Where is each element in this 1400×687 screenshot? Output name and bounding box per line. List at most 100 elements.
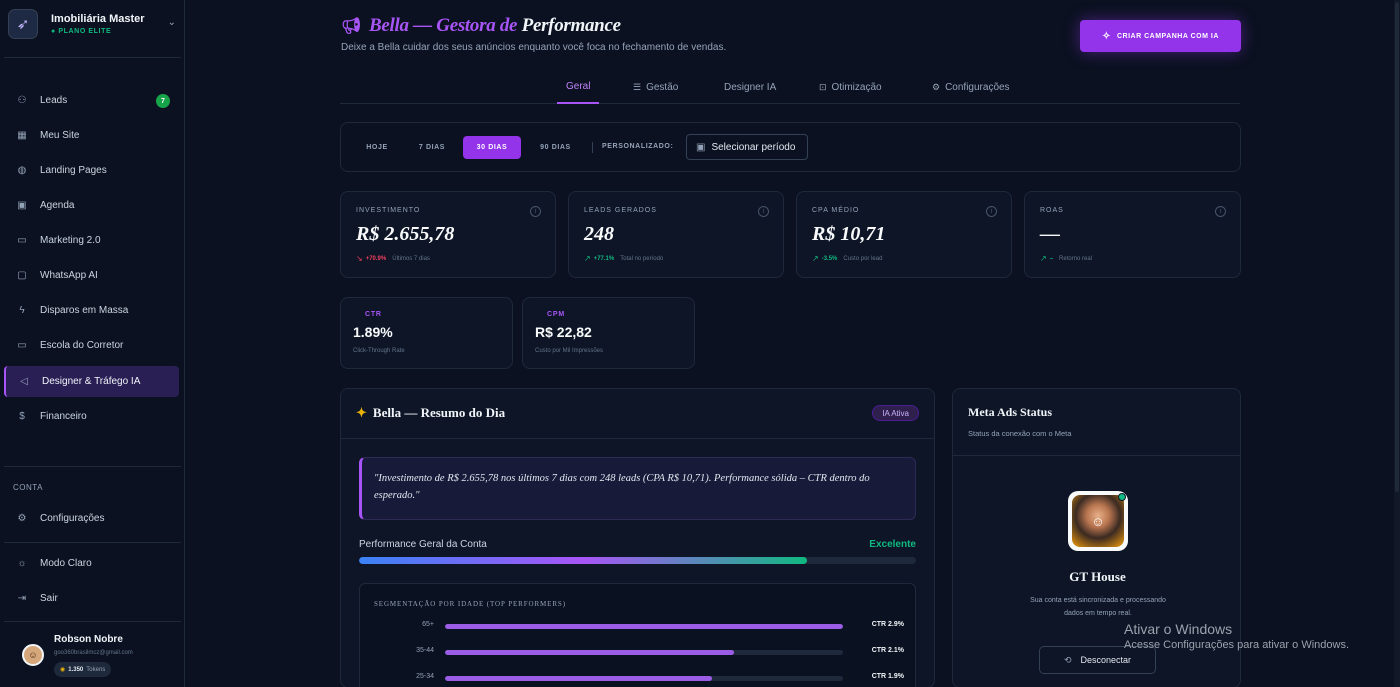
kpi-footer: ↘ +70.9% Últimos 7 dias — [356, 254, 430, 263]
period-hoje-button[interactable]: HOJE — [366, 144, 388, 151]
sidebar-item-designer-trafego[interactable]: ◁ Designer & Tráfego IA — [4, 366, 179, 397]
scrollbar-thumb[interactable] — [1395, 2, 1399, 492]
sidebar-item-disparos[interactable]: ϟ Disparos em Massa — [4, 295, 179, 326]
watermark-line2: Acesse Configurações para ativar o Windo… — [1124, 639, 1349, 651]
sidebar: ➶ Imobiliária Master ● PLANO ELITE ⌄ ⚇ L… — [0, 0, 185, 687]
tab-designer-ia[interactable]: Designer IA — [724, 70, 776, 104]
sidebar-item-label: Financeiro — [40, 411, 87, 422]
user-name: Robson Nobre — [54, 634, 123, 645]
tab-label: Designer IA — [724, 81, 777, 93]
performance-bar — [359, 557, 916, 564]
section-label-conta: CONTA — [13, 483, 43, 492]
divider — [4, 466, 181, 467]
brand-name: Imobiliária Master — [51, 13, 145, 25]
sidebar-item-financeiro[interactable]: $ Financeiro — [4, 401, 179, 432]
ai-summary-quote: "Investimento de R$ 2.655,78 nos últimos… — [359, 457, 916, 520]
period-filter: HOJE 7 DIAS 30 DIAS 90 DIAS PERSONALIZAD… — [340, 122, 1241, 172]
gear-icon: ⚙ — [932, 81, 941, 92]
sidebar-item-label: Landing Pages — [40, 165, 107, 176]
meta-account-avatar: ☺ — [1068, 491, 1128, 551]
tab-geral[interactable]: Geral — [557, 70, 600, 104]
info-icon[interactable]: i — [530, 206, 541, 217]
sidebar-item-label: Marketing 2.0 — [40, 235, 101, 246]
sun-icon: ☼ — [17, 558, 27, 569]
kpi-label: ROAS — [1040, 207, 1064, 214]
sidebar-item-landing-pages[interactable]: ◍ Landing Pages — [4, 155, 179, 186]
kpi-note: Total no período — [620, 255, 664, 262]
period-90-dias-button[interactable]: 90 DIAS — [540, 144, 571, 151]
sidebar-item-meu-site[interactable]: ▦ Meu Site — [4, 120, 179, 151]
video-icon: ▭ — [17, 235, 27, 246]
meta-ads-status-panel: Meta Ads Status Status da conexão com o … — [952, 388, 1241, 687]
sidebar-item-label: Meu Site — [40, 130, 80, 141]
custom-period-label: PERSONALIZADO: — [602, 143, 674, 150]
segment-bar — [445, 650, 843, 655]
brand-plan: ● PLANO ELITE — [51, 28, 112, 35]
info-icon[interactable]: i — [758, 206, 769, 217]
logout-icon: ⇥ — [17, 593, 27, 604]
chevron-down-icon: ⌄ — [167, 17, 176, 28]
logout-button[interactable]: ⇥ Sair — [4, 583, 179, 614]
segment-row: 35-44 CTR 2.1% — [374, 647, 904, 659]
bolt-icon: ϟ — [19, 305, 25, 316]
divider — [4, 57, 181, 58]
tab-bar: Geral ☰ Gestão Designer IA ⊡ Otimização … — [340, 70, 1240, 104]
divider — [592, 142, 593, 153]
panel-title: ✦ Bella — Resumo do Dia — [356, 405, 505, 421]
kpi-label: CTR — [365, 311, 382, 318]
sidebar-item-whatsapp-ai[interactable]: ▢ WhatsApp AI — [4, 260, 179, 291]
tab-configuracoes[interactable]: ⚙ Configurações — [932, 70, 1010, 104]
tab-label: Geral — [566, 80, 591, 92]
info-icon[interactable]: i — [1215, 206, 1226, 217]
sidebar-item-agenda[interactable]: ▣ Agenda — [4, 190, 179, 221]
custom-period-select[interactable]: ▣ Selecionar período — [686, 134, 808, 160]
create-campaign-button[interactable]: ✧ CRIAR CAMPANHA COM IA — [1080, 20, 1241, 52]
page-scrollbar[interactable] — [1394, 0, 1400, 687]
kpi-delta: +77.1% — [593, 255, 615, 262]
kpi-footer: ↗ +77.1% Total no período — [584, 254, 663, 263]
performance-status: Excelente — [869, 539, 916, 550]
period-7-dias-button[interactable]: 7 DIAS — [418, 144, 446, 151]
sidebar-item-escola[interactable]: ▭ Escola do Corretor — [4, 330, 179, 361]
kpi-value: R$ 22,82 — [535, 324, 592, 340]
age-segmentation-card: SEGMENTAÇÃO POR IDADE (TOP PERFORMERS) 6… — [359, 583, 916, 687]
kpi-card-roas: ROAS i — ↗ – Retorno real — [1024, 191, 1241, 278]
sidebar-item-leads[interactable]: ⚇ Leads 7 — [4, 85, 179, 116]
online-status-dot — [1118, 493, 1126, 501]
sidebar-item-label: Sair — [40, 593, 58, 604]
megaphone-icon: 📢︎ — [341, 18, 362, 35]
user-profile[interactable]: ☺ Robson Nobre goo360brasilmcz@gmail.com… — [22, 633, 182, 679]
segment-row: 65+ CTR 2.9% — [374, 621, 904, 633]
kpi-note: Custo por lead — [843, 255, 883, 262]
create-campaign-label: CRIAR CAMPANHA COM IA — [1117, 32, 1219, 40]
sparkles-icon: ✦ — [356, 405, 367, 420]
sidebar-item-configuracoes[interactable]: ⚙ Configurações — [4, 503, 179, 534]
kpi-card-leads: LEADS GERADOS i 248 ↗ +77.1% Total no pe… — [568, 191, 784, 278]
kpi-note: Últimos 7 dias — [392, 255, 430, 262]
sidebar-item-marketing[interactable]: ▭ Marketing 2.0 — [4, 225, 179, 256]
page-title: 📢︎ Bella — Gestora de Performance — [341, 15, 621, 37]
chat-icon: ▢ — [17, 270, 27, 281]
brand-switcher[interactable]: ➶ Imobiliária Master ● PLANO ELITE ⌄ — [8, 8, 178, 40]
panel-title: Meta Ads Status — [968, 405, 1053, 419]
tab-label: Otimização — [831, 81, 882, 93]
segment-age: 25-34 — [416, 673, 434, 680]
windows-activation-watermark: Ativar o Windows Acesse Configurações pa… — [1124, 621, 1384, 651]
performance-bar-fill — [359, 557, 808, 564]
layout-icon: ▦ — [17, 130, 27, 141]
trend-down-icon: ↘ — [356, 254, 363, 263]
brand-logo-icon: ➶ — [8, 9, 38, 39]
bella-summary-panel: ✦ Bella — Resumo do Dia IA Ativa "Invest… — [340, 388, 935, 687]
tokens-label: Tokens — [86, 666, 106, 673]
custom-period-value: Selecionar período — [711, 141, 796, 153]
disconnect-button[interactable]: ⟲ Desconectar — [1039, 646, 1156, 674]
segment-ctr: CTR 2.1% — [871, 647, 904, 654]
tab-gestao[interactable]: ☰ Gestão — [633, 70, 678, 104]
gear-icon: ⚙ — [17, 513, 27, 524]
theme-toggle[interactable]: ☼ Modo Claro — [4, 548, 179, 579]
tab-otimizacao[interactable]: ⊡ Otimização — [819, 70, 882, 104]
user-email: goo360brasilmcz@gmail.com — [54, 650, 133, 656]
info-icon[interactable]: i — [986, 206, 997, 217]
divider — [4, 621, 181, 622]
period-30-dias-button[interactable]: 30 DIAS — [463, 136, 521, 159]
